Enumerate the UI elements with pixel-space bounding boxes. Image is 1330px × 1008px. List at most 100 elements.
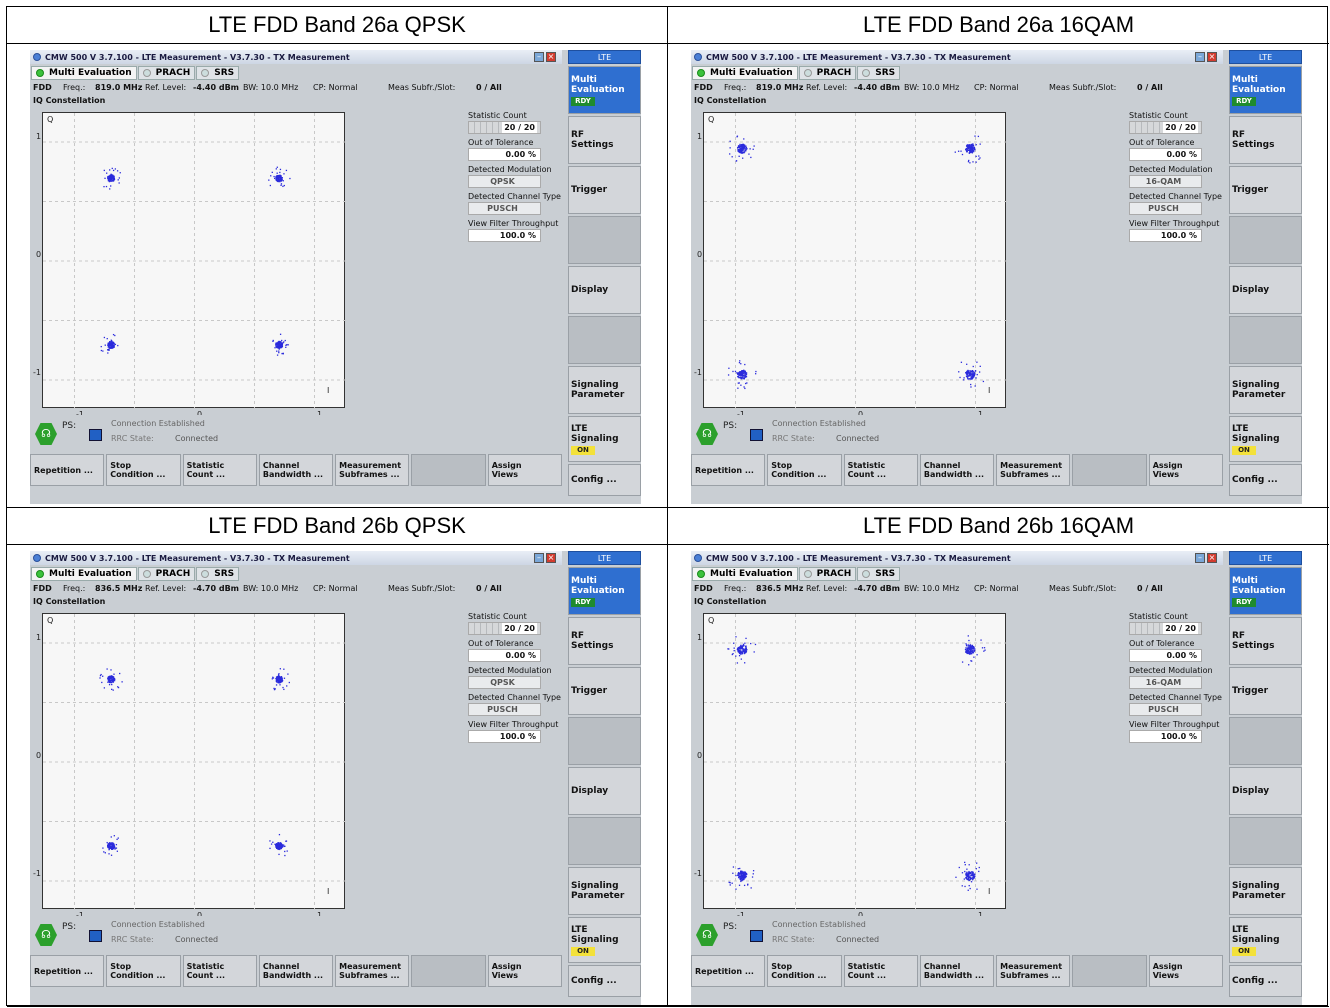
statistic-count-button[interactable]: Statistic Count ... [843, 454, 918, 486]
assign-views-button[interactable]: Assign Views [1148, 955, 1223, 987]
close-icon[interactable]: × [546, 52, 556, 62]
minimize-icon[interactable]: – [534, 52, 544, 62]
constellation-point [103, 851, 105, 853]
constellation-point [972, 365, 974, 368]
constellation-point [737, 373, 739, 376]
assign-views-button[interactable]: Assign Views [487, 454, 562, 486]
constellation-point [117, 344, 119, 347]
constellation-point [277, 844, 280, 846]
tab-prach[interactable]: PRACH [137, 66, 196, 80]
stop-condition-button[interactable]: Stop Condition ... [106, 454, 181, 486]
lte-signaling-button[interactable]: LTE Signaling ON [568, 416, 641, 462]
tab-multi-evaluation[interactable]: Multi Evaluation [31, 567, 137, 581]
assign-views-button[interactable]: Assign Views [1148, 454, 1223, 486]
channel-bandwidth-button[interactable]: Channel Bandwidth ... [258, 454, 334, 486]
repetition-button[interactable]: Repetition ... [691, 955, 766, 987]
constellation-point [967, 370, 970, 373]
statistic-count-button[interactable]: Statistic Count ... [182, 454, 257, 486]
lte-signaling-button[interactable]: LTE Signaling ON [1229, 917, 1302, 963]
rf-settings-button[interactable]: RF Settings [568, 617, 641, 665]
rf-settings-button[interactable]: RF Settings [1229, 617, 1302, 665]
display-button[interactable]: Display [1229, 266, 1302, 314]
constellation-point [974, 370, 977, 372]
channel-bandwidth-button[interactable]: Channel Bandwidth ... [919, 454, 995, 486]
constellation-point [113, 175, 115, 177]
multi-evaluation-button[interactable]: Multi Evaluation RDY [568, 567, 641, 615]
constellation-point [968, 876, 970, 878]
lte-signaling-button[interactable]: LTE Signaling ON [1229, 416, 1302, 462]
statistic-count-button[interactable]: Statistic Count ... [182, 955, 257, 987]
multi-evaluation-button[interactable]: Multi Evaluation RDY [568, 66, 641, 114]
constellation-point [275, 684, 278, 686]
constellation-point [743, 877, 745, 880]
minimize-icon[interactable]: – [1195, 52, 1205, 62]
tab-prach[interactable]: PRACH [798, 567, 857, 581]
minimize-icon[interactable]: – [534, 553, 544, 563]
constellation-point [275, 846, 277, 848]
lte-signaling-button[interactable]: LTE Signaling ON [568, 917, 641, 963]
constellation-point [276, 681, 278, 683]
constellation-point [110, 843, 112, 846]
measurement-subframes-button[interactable]: Measurement Subframes ... [996, 955, 1071, 987]
tab-prach[interactable]: PRACH [137, 567, 196, 581]
trigger-button[interactable]: Trigger [568, 667, 641, 715]
constellation-point [753, 651, 755, 653]
display-button[interactable]: Display [1229, 767, 1302, 815]
statistic-count-button[interactable]: Statistic Count ... [843, 955, 918, 987]
constellation-point [276, 847, 278, 850]
constellation-point [117, 179, 119, 181]
config-button[interactable]: Config ... [568, 464, 641, 496]
rf-settings-button[interactable]: RF Settings [568, 116, 641, 164]
tab-multi-evaluation[interactable]: Multi Evaluation [31, 66, 137, 80]
tab-srs[interactable]: SRS [196, 567, 240, 581]
tab-multi-evaluation[interactable]: Multi Evaluation [692, 567, 798, 581]
assign-views-button[interactable]: Assign Views [487, 955, 562, 987]
close-icon[interactable]: × [546, 553, 556, 563]
stop-condition-button[interactable]: Stop Condition ... [767, 454, 842, 486]
constellation-point [115, 847, 117, 849]
close-icon[interactable]: × [1207, 553, 1217, 563]
trigger-button[interactable]: Trigger [1229, 667, 1302, 715]
subframe-label: Meas Subfr./Slot: [1049, 584, 1117, 593]
channel-bandwidth-button[interactable]: Channel Bandwidth ... [258, 955, 334, 987]
display-button[interactable]: Display [568, 266, 641, 314]
stop-condition-button[interactable]: Stop Condition ... [106, 955, 181, 987]
config-button[interactable]: Config ... [1229, 965, 1302, 997]
multi-evaluation-button[interactable]: Multi Evaluation RDY [1229, 567, 1302, 615]
constellation-point [280, 681, 283, 683]
tab-srs[interactable]: SRS [857, 66, 901, 80]
measurement-subframes-button[interactable]: Measurement Subframes ... [335, 955, 410, 987]
signaling-parameter-button[interactable]: Signaling Parameter [568, 366, 641, 414]
signaling-parameter-button[interactable]: Signaling Parameter [1229, 366, 1302, 414]
constellation-point [966, 151, 968, 153]
constellation-point [101, 681, 103, 684]
tab-srs[interactable]: SRS [857, 567, 901, 581]
repetition-button[interactable]: Repetition ... [691, 454, 766, 486]
connection-status-bar: ☊ PS: Connection Established RRC State: … [30, 916, 562, 952]
tab-prach[interactable]: PRACH [798, 66, 857, 80]
constellation-point [973, 146, 975, 148]
measurement-subframes-button[interactable]: Measurement Subframes ... [335, 454, 410, 486]
channel-bandwidth-button[interactable]: Channel Bandwidth ... [919, 955, 995, 987]
repetition-button[interactable]: Repetition ... [30, 955, 105, 987]
measurement-subframes-button[interactable]: Measurement Subframes ... [996, 454, 1071, 486]
config-button[interactable]: Config ... [1229, 464, 1302, 496]
trigger-button[interactable]: Trigger [1229, 166, 1302, 214]
stop-condition-button[interactable]: Stop Condition ... [767, 955, 842, 987]
minimize-icon[interactable]: – [1195, 553, 1205, 563]
tab-srs[interactable]: SRS [196, 66, 240, 80]
constellation-point [973, 376, 975, 378]
constellation-point [972, 374, 974, 376]
display-button[interactable]: Display [568, 767, 641, 815]
constellation-point [736, 648, 739, 651]
repetition-button[interactable]: Repetition ... [30, 454, 105, 486]
config-button[interactable]: Config ... [568, 965, 641, 997]
rf-settings-button[interactable]: RF Settings [1229, 116, 1302, 164]
multi-evaluation-button[interactable]: Multi Evaluation RDY [1229, 66, 1302, 114]
tab-multi-evaluation[interactable]: Multi Evaluation [692, 66, 798, 80]
signaling-parameter-button[interactable]: Signaling Parameter [568, 867, 641, 915]
constellation-point [973, 649, 976, 652]
signaling-parameter-button[interactable]: Signaling Parameter [1229, 867, 1302, 915]
trigger-button[interactable]: Trigger [568, 166, 641, 214]
close-icon[interactable]: × [1207, 52, 1217, 62]
